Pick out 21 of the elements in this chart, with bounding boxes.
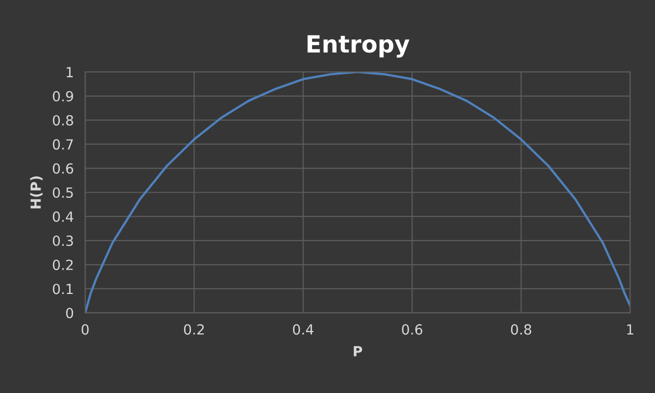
y-axis-title: H(P) <box>30 176 43 208</box>
x-tick-label: 0.8 <box>510 324 532 335</box>
x-tick-label: 1 <box>627 324 634 334</box>
line-series <box>85 72 630 313</box>
x-tick-label: 0.6 <box>402 324 422 335</box>
y-tick-label: 0.5 <box>52 187 73 198</box>
y-tick-label: 0.7 <box>52 139 73 150</box>
x-tick-label: 0.4 <box>293 324 314 335</box>
x-tick-label: 0 <box>82 324 89 335</box>
y-tick-label: 0.3 <box>52 236 73 246</box>
y-tick-label: 0.2 <box>52 260 73 270</box>
x-axis-title: P <box>354 346 362 356</box>
y-tick-label: 0.1 <box>52 284 73 294</box>
y-tick-label: 1 <box>66 67 73 78</box>
x-tick-label: 0.2 <box>184 324 204 335</box>
chart-title: Entropy <box>308 35 410 58</box>
y-tick-label: 0 <box>66 308 74 318</box>
y-tick-label: 0.8 <box>52 115 74 126</box>
y-tick-label: 0.4 <box>52 211 74 222</box>
y-tick-label: 0.6 <box>52 163 74 174</box>
y-tick-label: 0.9 <box>52 90 74 102</box>
